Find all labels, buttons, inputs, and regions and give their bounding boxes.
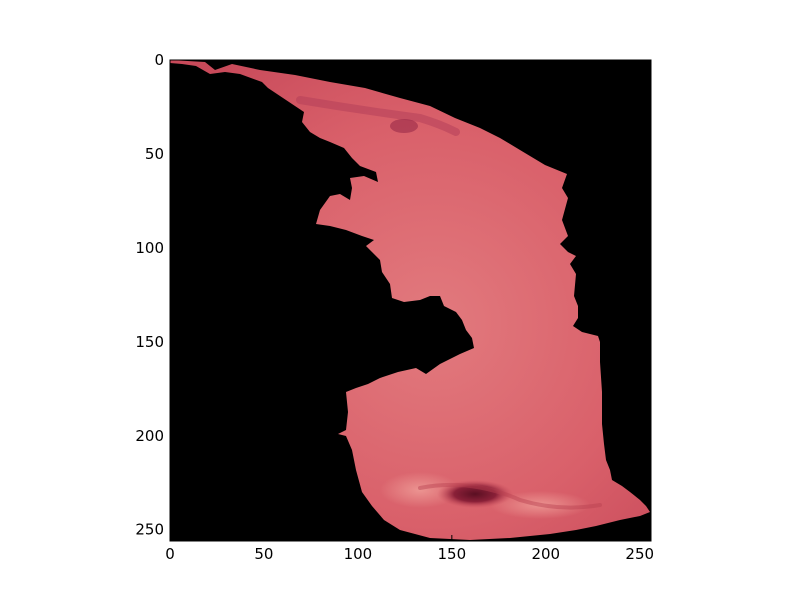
- x-tick-label: 100: [344, 545, 373, 563]
- y-tick-label: 50: [145, 145, 164, 163]
- x-tick-label: 250: [625, 545, 654, 563]
- axes-frame: [169, 59, 652, 542]
- y-axis-ticks: 0 50 100 150 200 250: [135, 51, 651, 539]
- y-tick-label: 200: [135, 427, 164, 445]
- lesion-spot: [437, 480, 513, 508]
- y-tick-label: 100: [135, 239, 164, 257]
- y-tick-label: 150: [135, 333, 164, 351]
- x-axis-ticks: 0 50 100 150 200 250: [165, 60, 654, 563]
- x-tick-label: 50: [254, 545, 273, 563]
- y-tick-label: 250: [135, 521, 164, 539]
- tissue-region: [170, 60, 650, 540]
- x-tick-label: 200: [531, 545, 560, 563]
- x-tick-label: 0: [165, 545, 175, 563]
- x-tick-label: 150: [438, 545, 467, 563]
- y-tick-label: 0: [154, 51, 164, 69]
